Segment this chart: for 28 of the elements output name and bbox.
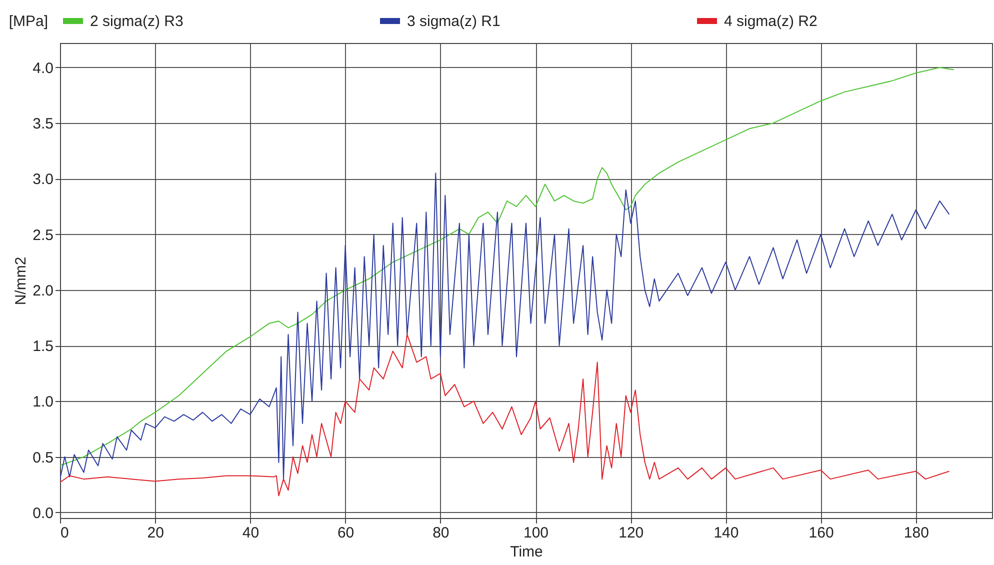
y-axis-title: N/mm2 [12,256,30,306]
x-tick-label: 80 [432,524,450,542]
y-tick-label: 1.0 [32,394,54,411]
x-axis-title: Time [510,544,543,560]
x-tick-label: 100 [523,524,549,542]
y-tick-label: 2.5 [32,226,54,244]
line-series [60,334,950,496]
y-tick-label: 0.0 [32,504,54,522]
y-tick-label: 0.5 [32,449,54,466]
line-series [60,172,950,480]
x-tick-label: 40 [242,524,260,542]
y-tick-label: 2.0 [32,282,54,300]
legend-label: 3 sigma(z) R1 [407,13,500,30]
y-tick-label: 3.0 [32,171,54,188]
legend-label: 2 sigma(z) R3 [90,13,184,30]
x-tick-label: 60 [337,524,354,542]
line-series [60,66,954,466]
y-tick-label: 1.5 [32,338,54,356]
text: [MPa] [8,13,48,30]
x-tick-label: 160 [808,524,834,542]
legend-label: 4 sigma(z) R2 [724,13,818,30]
y-tick-label: 3.5 [32,116,54,133]
x-tick-label: 20 [147,524,164,542]
x-tick-label: 0 [60,524,69,542]
x-tick-label: 120 [618,524,644,542]
x-tick-label: 140 [714,524,739,542]
y-tick-label: 4.0 [32,60,54,77]
x-tick-label: 180 [904,524,929,542]
